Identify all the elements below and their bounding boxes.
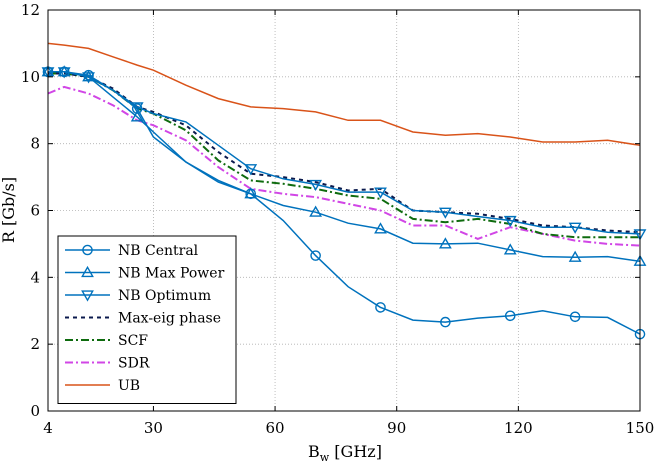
legend-label-max-eig-phase: Max-eig phase — [118, 311, 221, 327]
data-point-nb-max-power — [503, 243, 517, 255]
series-line-max-eig-phase — [48, 72, 641, 234]
x-tick-label: 120 — [504, 419, 533, 437]
series-ub — [47, 42, 641, 147]
grid-lines — [48, 10, 640, 411]
x-axis-title-main: B — [308, 442, 320, 461]
data-point-nb-optimum — [309, 179, 323, 192]
legend-marker-nb-central — [82, 244, 93, 256]
y-tick-label: 0 — [30, 402, 40, 420]
data-point-nb-central — [58, 66, 70, 78]
x-tick-label: 4 — [43, 419, 53, 437]
x-axis-title: Bw [GHz] — [308, 442, 382, 464]
y-tick-label: 4 — [30, 268, 40, 286]
legend-label-sdr: SDR — [118, 356, 150, 372]
x-tick-label: 90 — [387, 419, 406, 437]
legend-label-nb-max-power: NB Max Power — [118, 266, 225, 282]
legend-box — [57, 235, 237, 404]
data-point-nb-central — [440, 316, 451, 328]
legend-item-scf: SCF — [65, 333, 148, 349]
y-tick-label: 12 — [21, 1, 40, 19]
y-tick-label: 10 — [21, 68, 40, 86]
x-tick-label: 30 — [144, 419, 163, 437]
data-point-nb-optimum — [374, 187, 387, 199]
series-line-scf — [48, 72, 640, 239]
legend-marker-nb-max-power — [81, 265, 94, 278]
y-tick-label: 6 — [30, 202, 40, 220]
data-point-nb-central — [375, 302, 386, 313]
data-point-nb-max-power — [568, 250, 582, 262]
data-point-nb-central — [245, 188, 257, 200]
series-line-nb-optimum — [48, 71, 641, 235]
data-point-nb-max-power — [130, 110, 144, 122]
legend-item-nb-max-power: NB Max Power — [65, 266, 225, 282]
legend: NB Central NB Max Power NB Optimum Max-eig … — [57, 235, 237, 404]
legend-item-ub: UB — [65, 378, 140, 394]
legend-item-sdr: SDR — [65, 356, 150, 372]
data-point-nb-max-power — [309, 205, 323, 217]
data-point-nb-optimum — [503, 215, 517, 228]
series-max-eig-phase — [48, 72, 641, 234]
data-point-nb-central — [83, 69, 94, 81]
series-sdr — [47, 85, 641, 247]
legend-label-nb-central: NB Central — [118, 243, 199, 259]
legend-label-nb-optimum: NB Optimum — [118, 288, 211, 304]
series-nb-optimum — [41, 67, 647, 241]
data-point-nb-central — [310, 250, 321, 261]
data-point-nb-max-power — [374, 222, 387, 234]
series-line-nb-max-power — [48, 71, 641, 263]
data-point-nb-max-power — [438, 237, 452, 249]
x-tick-label: 150 — [626, 419, 655, 437]
y-axis-title: R [Gb/s] — [0, 177, 18, 243]
series-line-sdr — [47, 85, 641, 247]
data-point-nb-optimum — [244, 164, 258, 176]
series-line-nb-central — [48, 71, 641, 335]
x-axis-title-subscript: w — [320, 451, 330, 464]
legend-item-nb-central: NB Central — [65, 243, 199, 259]
x-axis-title-unit: [GHz] — [329, 442, 382, 461]
legend-item-nb-optimum: NB Optimum — [65, 288, 211, 304]
legend-marker-nb-optimum — [81, 290, 94, 302]
axis-ticks: 4 30 60 90 120 150 0 2 4 6 8 10 12 — [21, 1, 654, 437]
y-tick-label: 2 — [30, 335, 40, 353]
legend-item-max-eig-phase: Max-eig phase — [65, 311, 221, 327]
x-tick-label: 60 — [266, 419, 285, 437]
data-point-nb-optimum — [438, 207, 452, 219]
series-scf — [48, 72, 640, 239]
series-line-ub — [47, 42, 641, 147]
data-point-nb-central — [131, 103, 143, 114]
data-point-nb-central — [569, 311, 581, 323]
data-point-nb-central — [504, 310, 516, 322]
data-point-nb-optimum — [568, 222, 582, 234]
legend-label-ub: UB — [118, 378, 140, 394]
legend-label-scf: SCF — [118, 333, 148, 349]
series-layer — [41, 42, 647, 340]
y-tick-label: 8 — [30, 135, 40, 153]
